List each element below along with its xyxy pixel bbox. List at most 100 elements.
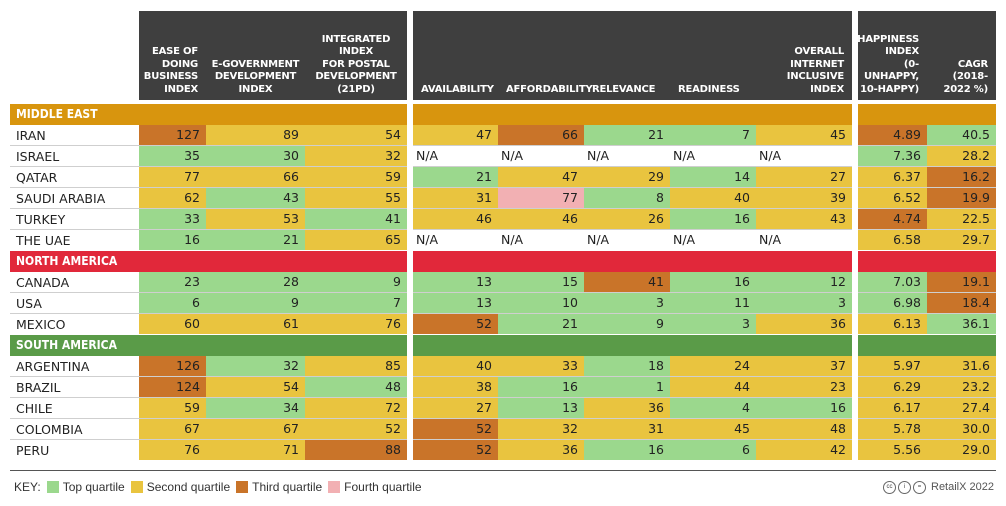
- column-header-afford: AFFORDABILITY: [498, 11, 593, 100]
- data-cell-happy: 6.98: [858, 293, 927, 313]
- data-cell-ready: 16: [670, 209, 756, 229]
- nd-icon: =: [913, 480, 926, 494]
- legend-prefix: KEY:: [14, 480, 41, 494]
- data-cell-cagr: 16.2: [927, 167, 996, 187]
- column-header-text: AVAILABILITY: [421, 83, 494, 95]
- data-cell-happy: 5.56: [858, 440, 927, 460]
- legend-swatch: [328, 481, 341, 493]
- data-cell-postal: 9: [305, 272, 407, 292]
- data-cell-egov: 9: [206, 293, 305, 313]
- data-cell-happy: 5.97: [858, 356, 927, 376]
- data-cell-relev: 29: [584, 167, 670, 187]
- column-header-text: READINESS: [678, 83, 740, 95]
- data-cell-avail: N/A: [416, 232, 439, 247]
- column-header-happy: HAPPINESS INDEX (0-UNHAPPY, 10-HAPPY): [857, 11, 927, 100]
- region-label: MIDDLE EAST: [16, 107, 98, 121]
- data-cell-relev: 36: [584, 398, 670, 418]
- row-separator: [10, 292, 996, 293]
- country-label: USA: [16, 296, 42, 311]
- data-cell-ready: 14: [670, 167, 756, 187]
- data-cell-overall: 23: [756, 377, 852, 397]
- data-cell-ease: 67: [139, 419, 206, 439]
- by-icon: i: [898, 480, 911, 494]
- data-cell-cagr: 27.4: [927, 398, 996, 418]
- data-cell-ready: 16: [670, 272, 756, 292]
- data-cell-postal: 41: [305, 209, 407, 229]
- row-separator: [10, 397, 996, 398]
- data-cell-happy: 6.17: [858, 398, 927, 418]
- data-cell-ease: 6: [139, 293, 206, 313]
- data-cell-ease: 35: [139, 146, 206, 166]
- data-cell-cagr: 18.4: [927, 293, 996, 313]
- region-label: SOUTH AMERICA: [16, 338, 117, 352]
- row-separator: [10, 145, 996, 146]
- data-cell-afford: 16: [498, 377, 584, 397]
- data-cell-postal: 55: [305, 188, 407, 208]
- data-cell-ready: 24: [670, 356, 756, 376]
- data-cell-cagr: 19.9: [927, 188, 996, 208]
- data-cell-postal: 52: [305, 419, 407, 439]
- column-header-text: OVERALL INTERNET INCLUSIVE INDEX: [786, 46, 844, 95]
- data-cell-egov: 61: [206, 314, 305, 334]
- country-label: BRAZIL: [16, 380, 61, 395]
- legend: KEY: Top quartile Second quartile Third qua…: [14, 478, 422, 496]
- data-cell-relev: 26: [584, 209, 670, 229]
- data-cell-postal: 65: [305, 230, 407, 250]
- data-cell-avail: 40: [413, 356, 498, 376]
- data-cell-relev: 31: [584, 419, 670, 439]
- data-cell-afford: 32: [498, 419, 584, 439]
- data-cell-overall: 39: [756, 188, 852, 208]
- legend-swatch: [46, 481, 59, 493]
- data-cell-cagr: 30.0: [927, 419, 996, 439]
- data-cell-afford: N/A: [501, 148, 524, 163]
- data-cell-relev: N/A: [587, 148, 610, 163]
- data-cell-overall: N/A: [759, 148, 782, 163]
- data-cell-cagr: 29.0: [927, 440, 996, 460]
- data-cell-cagr: 29.7: [927, 230, 996, 250]
- region-band-middle-east: [10, 104, 996, 125]
- column-header-cagr: CAGR (2018-2022 %): [927, 11, 996, 100]
- data-cell-overall: 45: [756, 125, 852, 145]
- data-cell-postal: 32: [305, 146, 407, 166]
- legend-label: Second quartile: [146, 480, 231, 494]
- data-cell-ready: 11: [670, 293, 756, 313]
- data-cell-ready: 6: [670, 440, 756, 460]
- data-cell-overall: 37: [756, 356, 852, 376]
- column-header-relev: RELEVANCE: [584, 11, 670, 100]
- column-header-text: RELEVANCE: [592, 83, 656, 95]
- country-label: CHILE: [16, 401, 53, 416]
- data-cell-happy: 6.29: [858, 377, 927, 397]
- data-cell-ease: 16: [139, 230, 206, 250]
- data-cell-avail: 13: [413, 272, 498, 292]
- data-cell-overall: 12: [756, 272, 852, 292]
- data-cell-ease: 127: [139, 125, 206, 145]
- column-header-text: CAGR (2018-2022 %): [943, 58, 988, 95]
- data-cell-happy: 5.78: [858, 419, 927, 439]
- data-cell-postal: 85: [305, 356, 407, 376]
- data-cell-happy: 6.37: [858, 167, 927, 187]
- data-cell-relev: 21: [584, 125, 670, 145]
- data-cell-avail: 38: [413, 377, 498, 397]
- column-header-overall: OVERALL INTERNET INCLUSIVE INDEX: [756, 11, 852, 100]
- data-cell-ready: 3: [670, 314, 756, 334]
- data-cell-postal: 76: [305, 314, 407, 334]
- country-label: CANADA: [16, 275, 70, 290]
- data-cell-avail: 52: [413, 419, 498, 439]
- legend-label: Third quartile: [252, 480, 323, 494]
- region-band-north-america: [10, 251, 996, 272]
- data-cell-avail: 21: [413, 167, 498, 187]
- data-cell-ease: 76: [139, 440, 206, 460]
- data-cell-egov: 30: [206, 146, 305, 166]
- data-cell-postal: 59: [305, 167, 407, 187]
- country-label: IRAN: [16, 128, 46, 143]
- data-cell-overall: 43: [756, 209, 852, 229]
- column-divider: [407, 11, 413, 471]
- data-cell-ready: N/A: [673, 232, 696, 247]
- data-cell-afford: 33: [498, 356, 584, 376]
- data-cell-ease: 23: [139, 272, 206, 292]
- data-cell-relev: 1: [584, 377, 670, 397]
- legend-label: Top quartile: [62, 480, 125, 494]
- data-cell-postal: 72: [305, 398, 407, 418]
- data-cell-avail: 13: [413, 293, 498, 313]
- country-label: MEXICO: [16, 317, 66, 332]
